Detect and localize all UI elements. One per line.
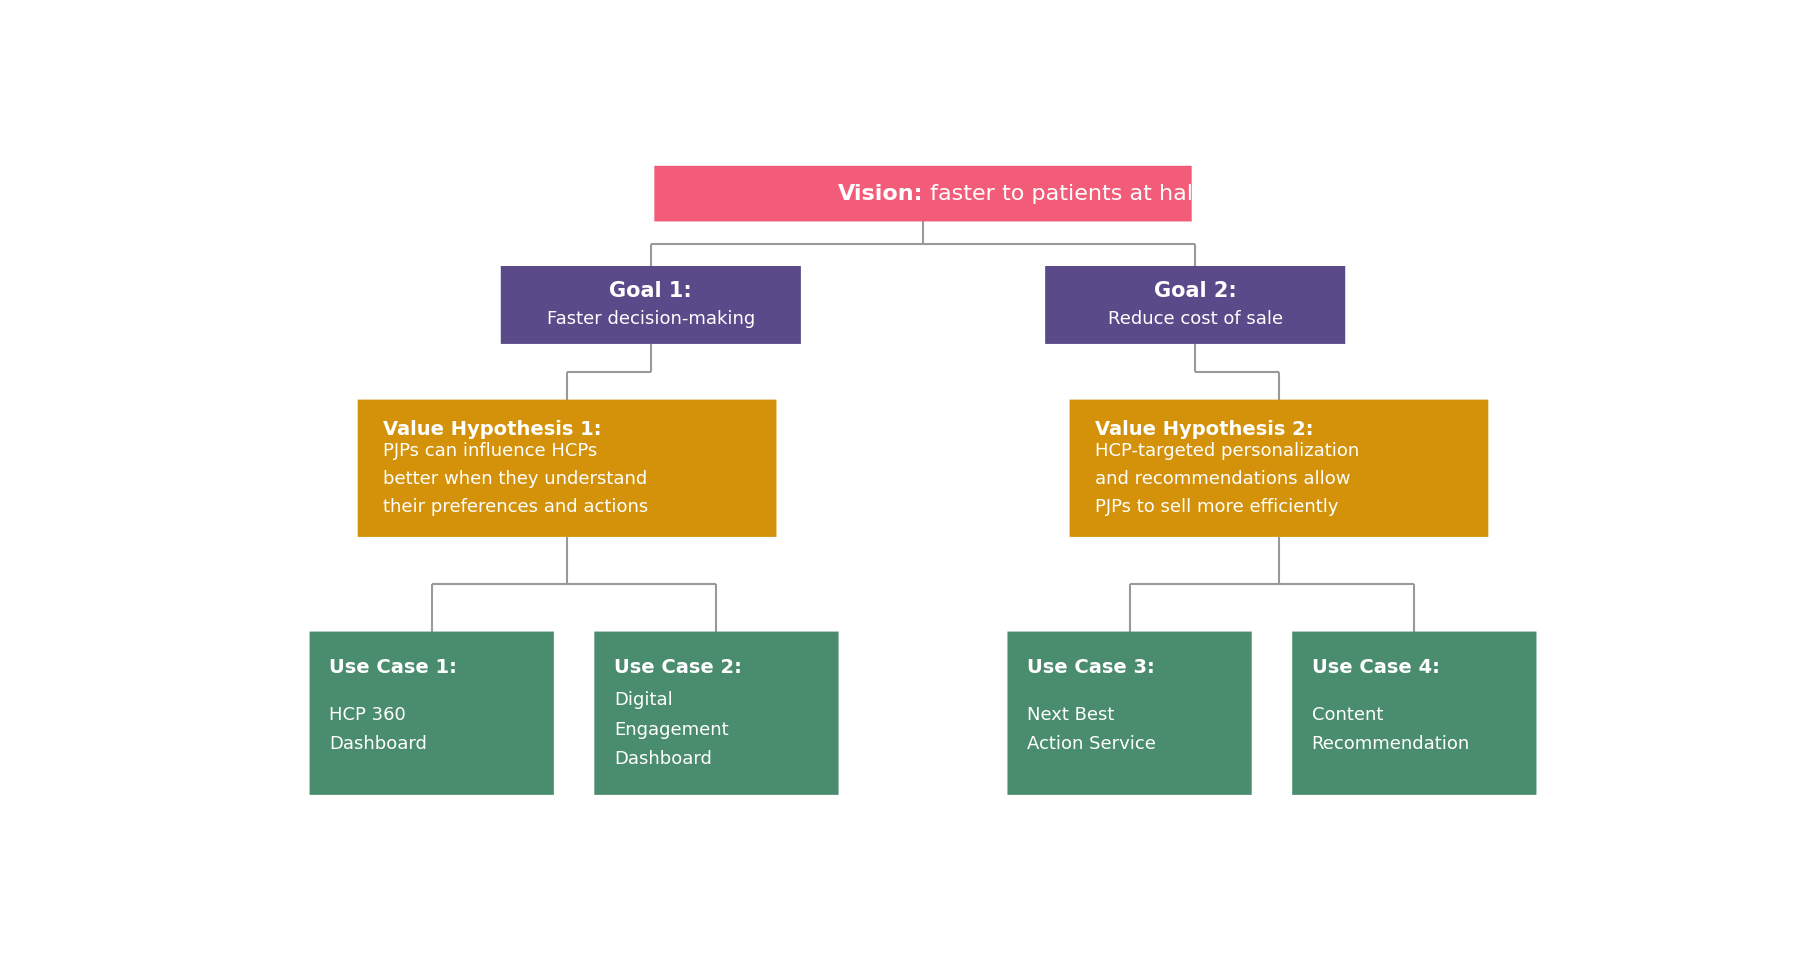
- Text: Vision:: Vision:: [837, 183, 924, 203]
- Text: Next Best
Action Service: Next Best Action Service: [1027, 706, 1156, 753]
- Text: Use Case 1:: Use Case 1:: [330, 658, 457, 677]
- FancyBboxPatch shape: [310, 631, 555, 795]
- Text: Use Case 3:: Use Case 3:: [1027, 658, 1154, 677]
- Text: faster to patients at half the cost: faster to patients at half the cost: [924, 183, 1299, 203]
- Text: Value Hypothesis 1:: Value Hypothesis 1:: [384, 420, 602, 440]
- Text: Faster decision-making: Faster decision-making: [548, 310, 755, 328]
- FancyBboxPatch shape: [358, 400, 776, 537]
- Text: HCP-targeted personalization
and recommendations allow
PJPs to sell more efficie: HCP-targeted personalization and recomme…: [1095, 442, 1360, 516]
- Text: Value Hypothesis 2:: Value Hypothesis 2:: [1095, 420, 1313, 440]
- Text: PJPs can influence HCPs
better when they understand
their preferences and action: PJPs can influence HCPs better when they…: [384, 442, 648, 516]
- Text: Goal 2:: Goal 2:: [1154, 281, 1237, 301]
- Text: Reduce cost of sale: Reduce cost of sale: [1108, 310, 1282, 328]
- Text: Use Case 4:: Use Case 4:: [1311, 658, 1439, 677]
- Text: Content
Recommendation: Content Recommendation: [1311, 706, 1470, 753]
- FancyBboxPatch shape: [1070, 400, 1488, 537]
- Text: Goal 1:: Goal 1:: [609, 281, 692, 301]
- FancyBboxPatch shape: [501, 266, 801, 344]
- Text: HCP 360
Dashboard: HCP 360 Dashboard: [330, 706, 427, 753]
- FancyBboxPatch shape: [654, 166, 1192, 222]
- FancyBboxPatch shape: [1007, 631, 1252, 795]
- Text: Digital
Engagement
Dashboard: Digital Engagement Dashboard: [614, 691, 728, 767]
- FancyBboxPatch shape: [594, 631, 839, 795]
- FancyBboxPatch shape: [1291, 631, 1536, 795]
- Text: Use Case 2:: Use Case 2:: [614, 658, 742, 677]
- FancyBboxPatch shape: [1045, 266, 1345, 344]
